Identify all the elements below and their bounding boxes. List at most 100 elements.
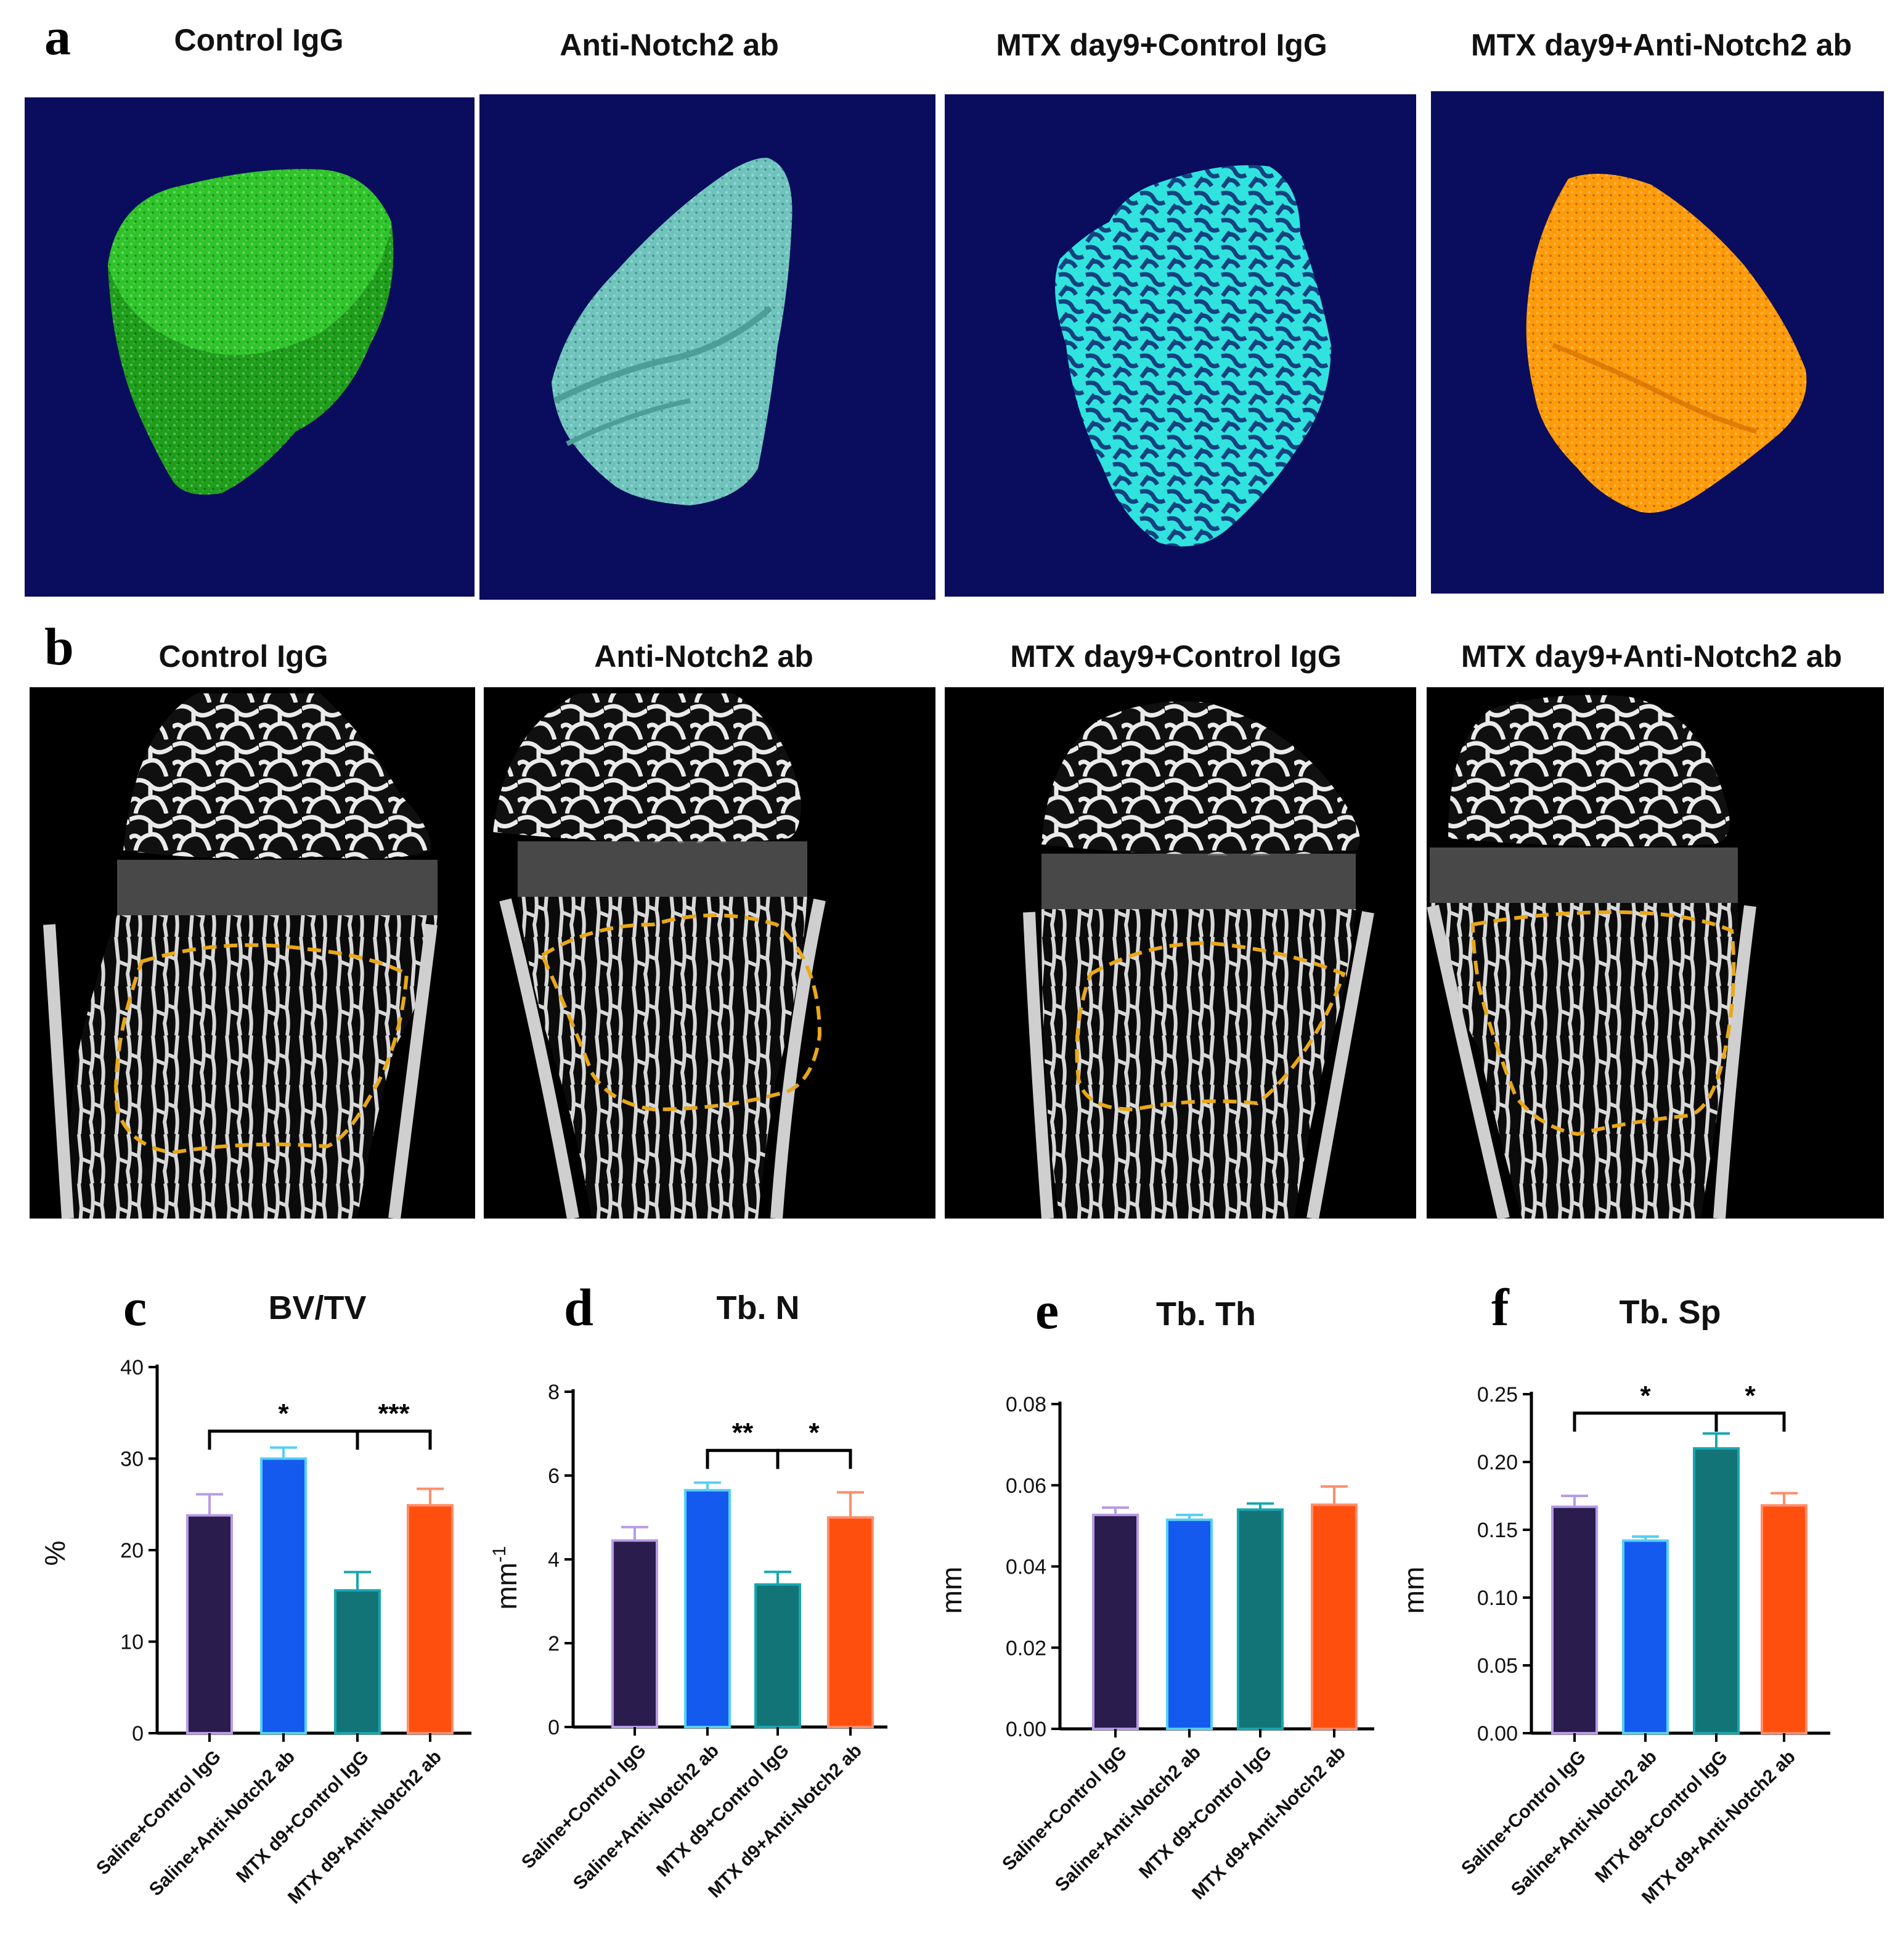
chart-title: Tb. Sp — [1620, 1294, 1721, 1331]
y-tick-label: 0 — [548, 1716, 560, 1739]
microct-section-mtx-control-igg — [945, 687, 1416, 1220]
bar — [611, 1539, 658, 1728]
significance-label: * — [1640, 1381, 1651, 1411]
microct-3d-render-control-igg — [25, 97, 475, 597]
bar — [1237, 1508, 1284, 1730]
bar — [1761, 1504, 1807, 1734]
y-tick-label: 10 — [120, 1631, 144, 1654]
y-tick-label: 0.02 — [1006, 1636, 1046, 1660]
y-tick-label: 0.10 — [1477, 1586, 1518, 1610]
chart-panel-letter: d — [564, 1278, 593, 1337]
x-tick-label: MTX d9+Anti-Notch2 ab — [1188, 1742, 1350, 1904]
significance-bracket — [776, 1448, 852, 1469]
y-tick-label: 0.08 — [1006, 1393, 1046, 1416]
significance-label: * — [809, 1418, 820, 1448]
chart-panel-letter: e — [1035, 1281, 1059, 1340]
bar — [407, 1504, 454, 1735]
bar — [1311, 1503, 1358, 1731]
x-tick-label: Saline+Control IgG — [998, 1742, 1131, 1875]
y-tick-label: 0.06 — [1006, 1474, 1046, 1498]
x-tick-label: MTX d9+Anti-Notch2 ab — [704, 1741, 866, 1902]
bar — [1622, 1539, 1669, 1735]
significance-label: *** — [378, 1399, 410, 1429]
y-tick-label: 0.15 — [1477, 1519, 1518, 1542]
microct-section-anti-notch2 — [484, 687, 935, 1220]
bar — [827, 1516, 874, 1728]
y-tick-label: 8 — [548, 1381, 560, 1404]
y-tick-label: 0.04 — [1006, 1556, 1046, 1579]
chart-tb-th: e Tb. Th mm 0.00 0.02 0.04 0.06 0.08 Saline+Cont… — [935, 1281, 1374, 1904]
x-tick-label: MTX d9+Control IgG — [653, 1741, 793, 1881]
x-tick-label: Saline+Control IgG — [518, 1741, 650, 1873]
y-tick-label: 2 — [548, 1632, 560, 1656]
y-tick-label: 0.00 — [1006, 1718, 1046, 1741]
y-axis-label: mm — [935, 1567, 968, 1614]
bar — [1166, 1518, 1213, 1730]
panel-b-titles: Control IgG Anti-Notch2 ab MTX day9+Cont… — [159, 639, 1843, 674]
panel-b-title-2: Anti-Notch2 ab — [594, 639, 813, 674]
panel-b-title-3: MTX day9+Control IgG — [1010, 639, 1342, 674]
panel-b-letter: b — [44, 617, 74, 676]
panel-a-letter: a — [44, 7, 71, 66]
chart-title: Tb. N — [717, 1289, 800, 1326]
x-tick-label: MTX d9+Control IgG — [232, 1747, 373, 1887]
significance-bracket — [1573, 1411, 1718, 1432]
x-tick-label: MTX d9+Control IgG — [1135, 1742, 1276, 1883]
x-tick-label: Saline+Control IgG — [1457, 1747, 1590, 1879]
panel-a-title-4: MTX day9+Anti-Notch2 ab — [1471, 28, 1852, 62]
significance-bracket — [1714, 1411, 1786, 1432]
bar — [684, 1488, 731, 1729]
panel-a-titles: Control IgG Anti-Notch2 ab MTX day9+Cont… — [174, 23, 1852, 62]
chart-tb-sp: f Tb. Sp mm 0.00 0.05 0.10 0.15 0.20 0.25 Saline+… — [1398, 1278, 1830, 1908]
y-axis-label-superscript: -1 — [489, 1546, 510, 1562]
significance-label: * — [278, 1399, 289, 1429]
panel-b-title-1: Control IgG — [159, 639, 328, 674]
significance-bracket — [706, 1448, 780, 1469]
bar — [1092, 1513, 1139, 1731]
y-tick-label: 6 — [548, 1464, 560, 1488]
x-tick-label: Saline+Control IgG — [92, 1747, 225, 1879]
y-tick-label: 40 — [120, 1356, 144, 1379]
y-axis-label: mm — [1398, 1567, 1430, 1614]
panel-a-title-3: MTX day9+Control IgG — [996, 28, 1327, 62]
x-tick-label: Saline+Anti-Notch2 ab — [1507, 1747, 1661, 1900]
x-tick-label: MTX d9+Anti-Notch2 ab — [284, 1747, 446, 1908]
roi-outline-mtx-control-igg — [1075, 941, 1346, 1112]
x-tick-label: Saline+Anti-Notch2 ab — [145, 1747, 299, 1900]
panel-a-title-2: Anti-Notch2 ab — [560, 28, 779, 62]
roi-outline-mtx-anti-notch2 — [1470, 910, 1736, 1137]
chart-tb-n: d Tb. N mm-1 0 2 4 6 8 Saline+Control IgGSaline+… — [489, 1278, 887, 1902]
bar — [1551, 1505, 1598, 1735]
x-tick-label: Saline+Anti-Notch2 ab — [1051, 1742, 1205, 1896]
bar — [1693, 1447, 1740, 1734]
y-axis-label: % — [39, 1541, 71, 1566]
x-tick-label: Saline+Anti-Notch2 ab — [569, 1741, 723, 1894]
microct-section-mtx-anti-notch2 — [1427, 687, 1884, 1220]
y-tick-label: 0.20 — [1477, 1451, 1518, 1474]
microct-3d-render-anti-notch2 — [479, 94, 935, 600]
panel-b-title-4: MTX day9+Anti-Notch2 ab — [1461, 639, 1842, 674]
bar — [334, 1589, 381, 1735]
bar — [260, 1457, 307, 1734]
bar — [186, 1514, 233, 1735]
chart-panel-letter: c — [123, 1278, 147, 1337]
panel-a-title-1: Control IgG — [174, 23, 344, 57]
chart-bv-tv: c BV/TV% 0 10 20 30 40 Saline+Control IgGSaline… — [39, 1278, 471, 1908]
bar — [754, 1583, 801, 1729]
roi-outline-anti-notch2 — [540, 913, 822, 1112]
microct-3d-render-mtx-anti-notch2 — [1431, 91, 1884, 594]
x-tick-label: MTX d9+Control IgG — [1591, 1747, 1732, 1887]
y-tick-label: 4 — [548, 1548, 560, 1572]
y-tick-label: 20 — [120, 1539, 144, 1562]
y-tick-label: 0.05 — [1477, 1654, 1518, 1678]
significance-bracket — [356, 1429, 432, 1450]
chart-panel-letter: f — [1491, 1278, 1510, 1337]
y-tick-label: 30 — [120, 1448, 144, 1471]
chart-title: Tb. Th — [1156, 1296, 1256, 1333]
y-axis-label: mm-1 — [489, 1546, 523, 1609]
y-tick-label: 0.00 — [1477, 1722, 1518, 1746]
roi-outline-control-igg — [114, 943, 409, 1155]
microct-3d-render-mtx-control-igg — [945, 94, 1416, 597]
significance-label: * — [1745, 1381, 1756, 1411]
